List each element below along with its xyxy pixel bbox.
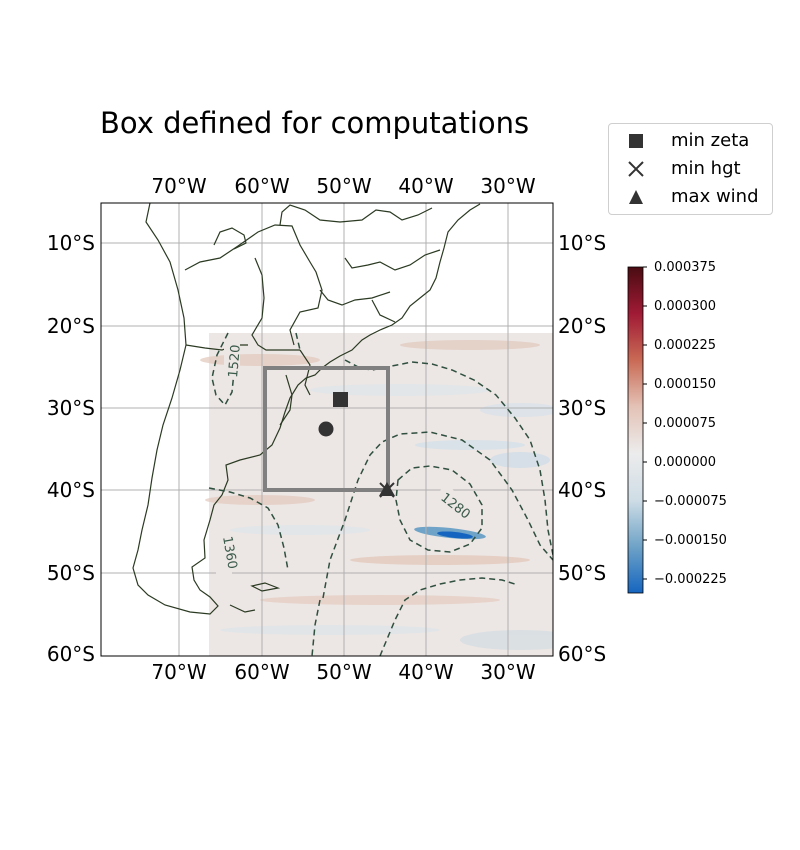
colorbar-tick: −0.000225 <box>654 572 727 587</box>
lat-tick-labels: 10°S 20°S 30°S 40°S 50°S 60°S 10°S 20°S … <box>47 231 606 666</box>
lon-tick-bottom: 50°W <box>316 660 371 684</box>
chart-title: Box defined for computations <box>100 106 530 140</box>
lat-tick-right: 30°S <box>558 396 606 420</box>
lat-tick-left: 50°S <box>47 561 95 585</box>
legend-label: max wind <box>671 186 759 207</box>
colorbar-tick-marks <box>643 266 647 580</box>
colorbar-tick: 0.000150 <box>654 377 716 392</box>
max-wind-marker <box>379 482 395 496</box>
lon-tick-bottom: 40°W <box>398 660 453 684</box>
lon-tick-bottom: 70°W <box>151 660 206 684</box>
lat-tick-left: 40°S <box>47 478 95 502</box>
colorbar-tick: 0.000300 <box>654 299 716 314</box>
lat-tick-left: 60°S <box>47 642 95 666</box>
lon-tick-top: 60°W <box>234 174 289 198</box>
triangle-marker-icon <box>629 190 643 204</box>
map-frame <box>100 202 554 657</box>
lat-tick-left: 20°S <box>47 314 95 338</box>
legend-label: min zeta <box>671 130 750 151</box>
lon-tick-labels: 70°W 60°W 50°W 40°W 30°W 70°W 60°W 50°W … <box>151 174 535 684</box>
colorbar-tick-labels: 0.000375 0.000300 0.000225 0.000150 0.00… <box>654 260 727 587</box>
lon-tick-top: 40°W <box>398 174 453 198</box>
lon-tick-top: 70°W <box>151 174 206 198</box>
lat-tick-right: 10°S <box>558 231 606 255</box>
center-point-marker <box>318 421 334 437</box>
lat-tick-right: 40°S <box>558 478 606 502</box>
legend-item-min-hgt: min hgt <box>609 156 772 182</box>
lat-tick-left: 30°S <box>47 396 95 420</box>
lat-tick-right: 50°S <box>558 561 606 585</box>
colorbar-tick: 0.000075 <box>654 416 716 431</box>
lat-tick-left: 10°S <box>47 231 95 255</box>
lat-tick-right: 60°S <box>558 642 606 666</box>
x-marker-icon <box>628 161 644 177</box>
min-zeta-marker <box>333 392 348 407</box>
contour-label-1520: 1520 <box>226 344 244 378</box>
vorticity-minimum-core <box>437 531 473 539</box>
computation-box <box>263 366 390 492</box>
lon-tick-top: 30°W <box>480 174 535 198</box>
legend: min zeta min hgt max wind <box>608 123 773 215</box>
legend-label: min hgt <box>671 158 741 179</box>
colorbar-tick: 0.000225 <box>654 338 716 353</box>
lon-tick-bottom: 60°W <box>234 660 289 684</box>
colorbar-tick: −0.000150 <box>654 533 727 548</box>
square-marker-icon <box>629 134 643 148</box>
lat-tick-right: 20°S <box>558 314 606 338</box>
colorbar-tick: 0.000375 <box>654 260 716 275</box>
legend-item-max-wind: max wind <box>609 184 772 210</box>
lon-tick-bottom: 30°W <box>480 660 535 684</box>
coastlines <box>132 203 481 615</box>
colorbar-tick: −0.000075 <box>654 494 727 509</box>
lon-tick-top: 50°W <box>316 174 371 198</box>
contour-label-1360: 1360 <box>219 535 240 570</box>
colorbar <box>627 266 644 594</box>
legend-item-min-zeta: min zeta <box>609 128 772 154</box>
colorbar-tick: 0.000000 <box>654 455 716 470</box>
